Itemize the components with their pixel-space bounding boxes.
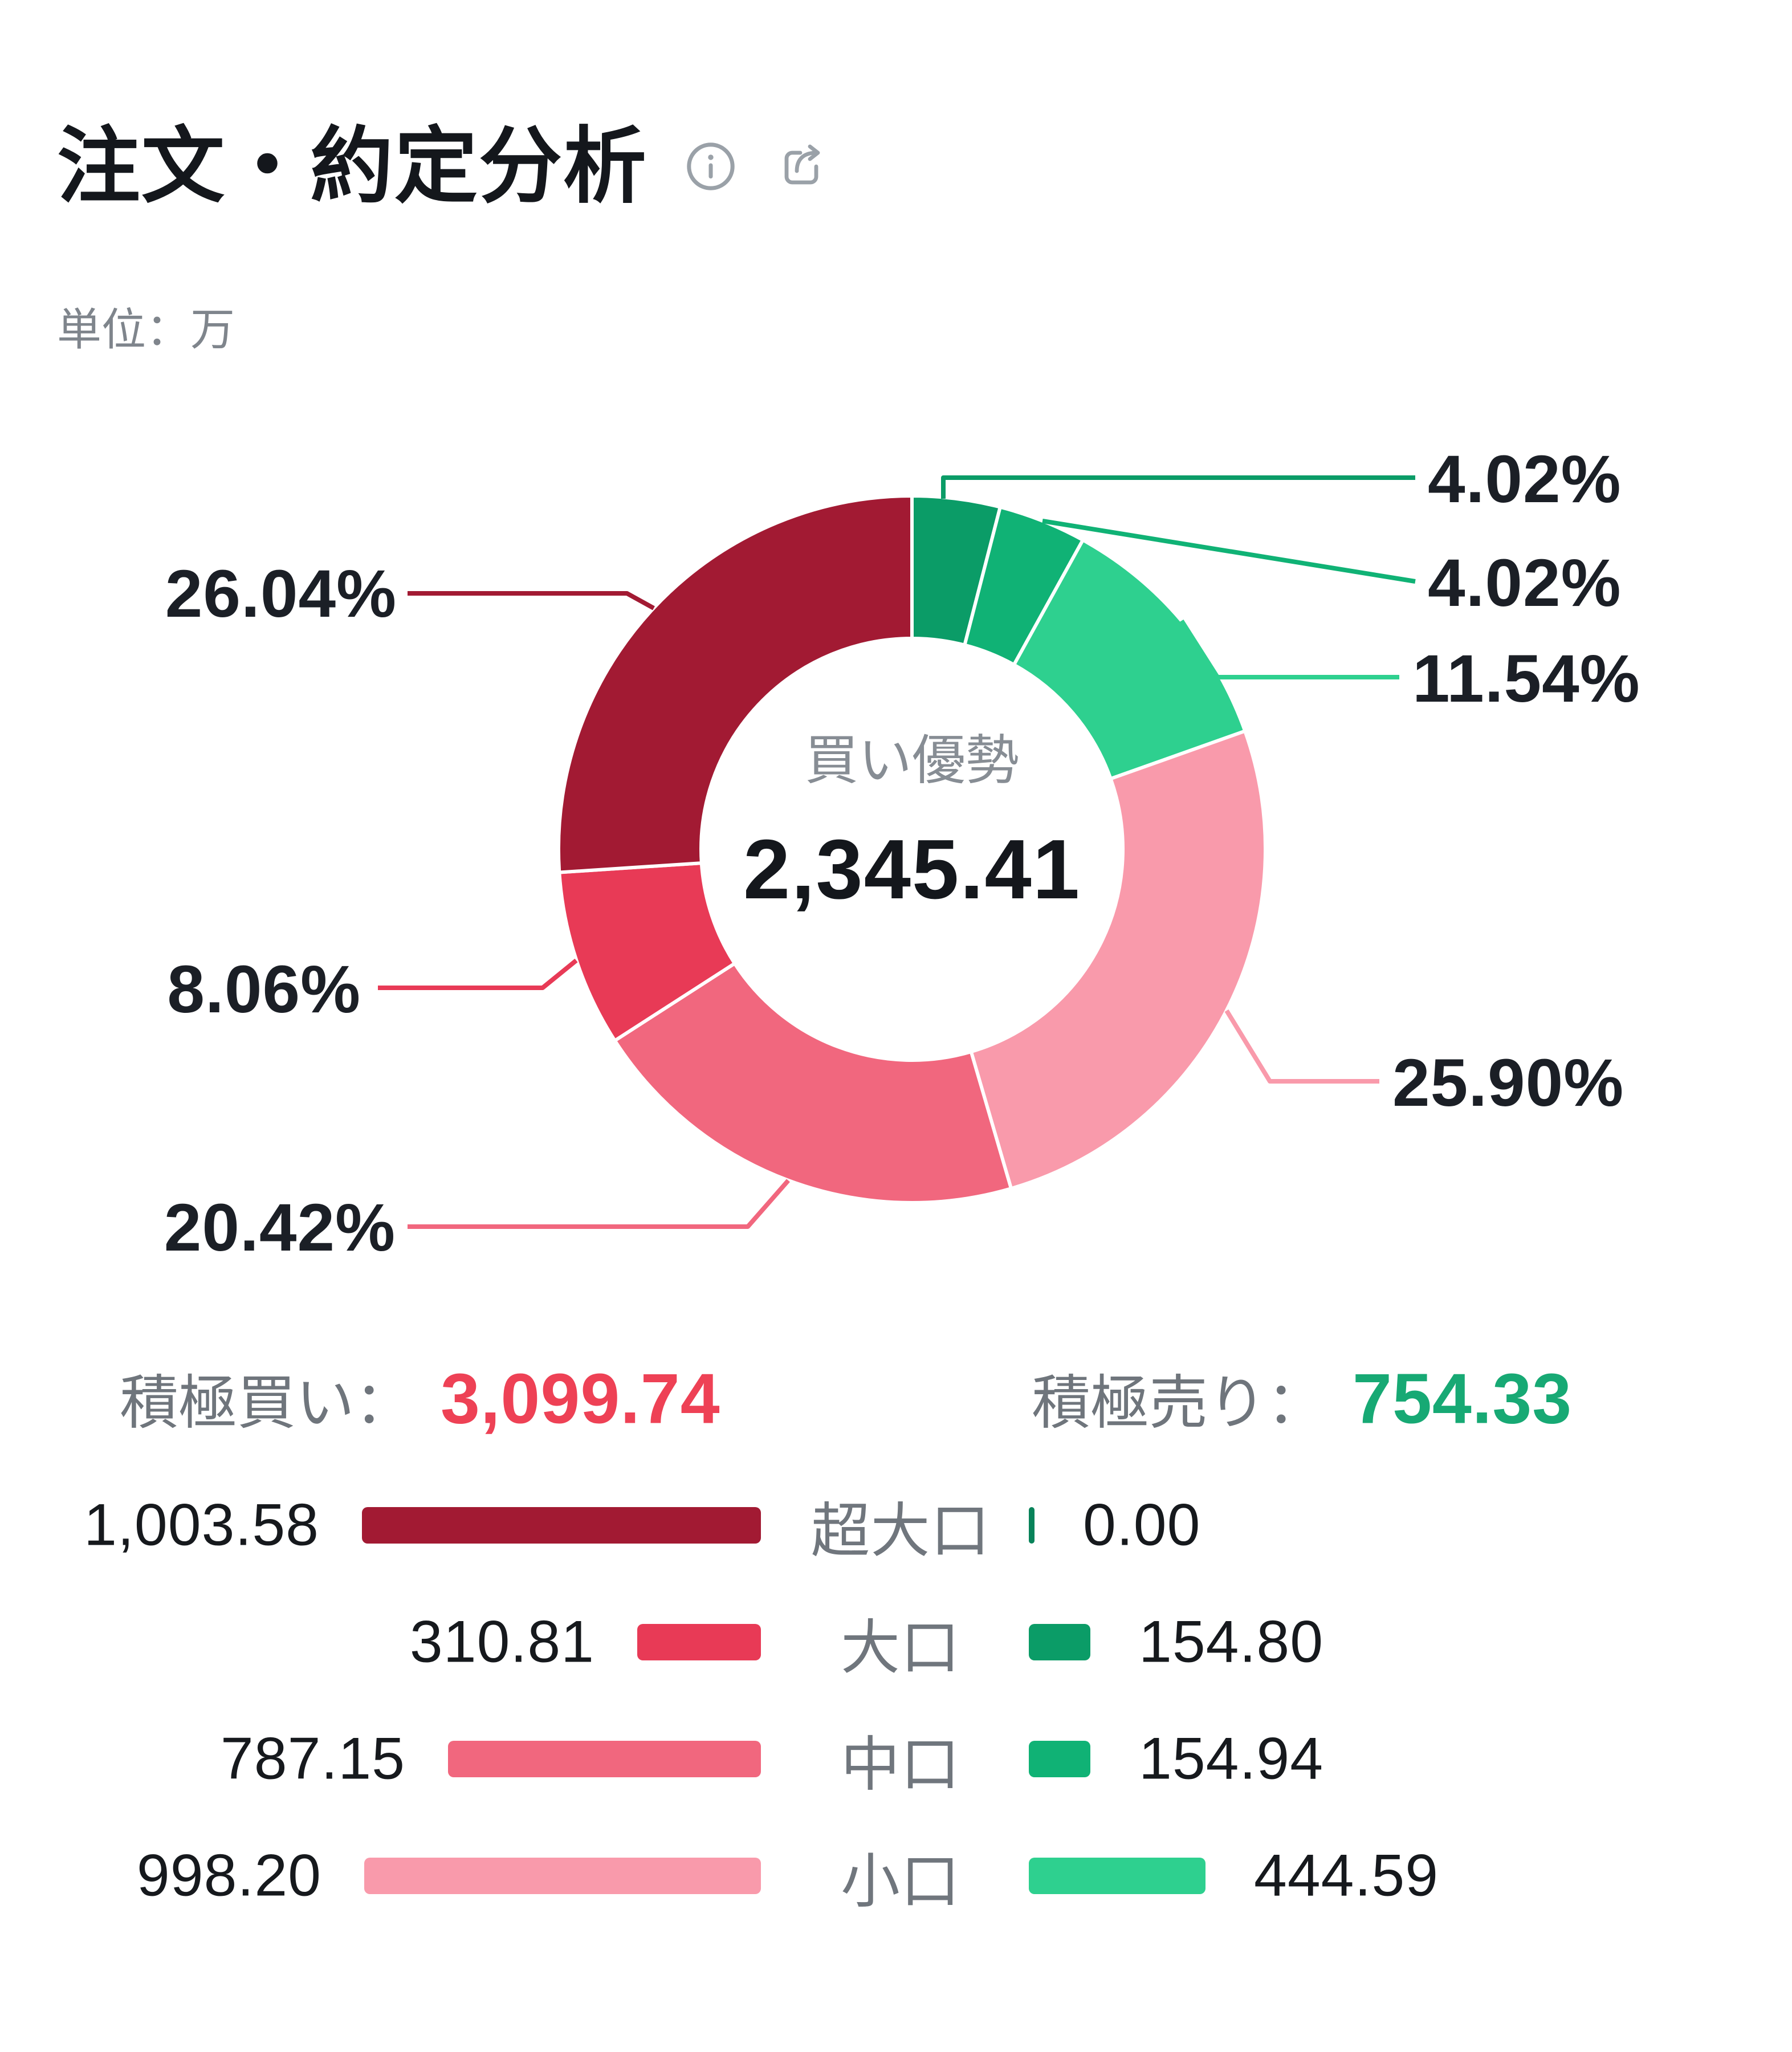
percent-label: 11.54% — [1412, 641, 1640, 716]
percent-label: 25.90% — [1392, 1045, 1624, 1121]
active-buy-label: 積極買い： — [120, 1370, 413, 1436]
legend-buy-bar — [362, 1507, 761, 1544]
percent-label: 4.02% — [1428, 442, 1622, 517]
legend-category-label: 超大口 — [811, 1498, 991, 1564]
legend-sell-value: 444.59 — [1254, 1842, 1439, 1908]
legend-sell-bar — [1029, 1623, 1090, 1660]
donut-segment-buy-小口[interactable] — [969, 729, 1267, 1191]
leader-line — [408, 1179, 791, 1229]
donut-segment-sell-小口[interactable] — [1012, 538, 1247, 781]
center-status-label: 買い優勢 — [804, 730, 1020, 790]
legend-buy-value: 310.81 — [409, 1609, 594, 1675]
legend-category-label: 小口 — [840, 1849, 960, 1915]
legend-sell-bar — [1029, 1740, 1090, 1777]
legend-sell-value: 154.94 — [1139, 1725, 1324, 1792]
unit-label: 単位：万 — [57, 304, 235, 355]
percent-label: 8.06% — [167, 952, 361, 1027]
percent-label: 26.04% — [165, 556, 397, 632]
active-buy-stat: 積極買い： 3,099.74 — [120, 1355, 720, 1440]
legend-buy-value: 787.15 — [220, 1725, 405, 1792]
legend-sell-value: 0.00 — [1083, 1492, 1201, 1558]
leader-line — [408, 591, 655, 610]
legend-buy-bar — [448, 1740, 761, 1777]
legend-buy-value: 1,003.58 — [84, 1492, 319, 1558]
legend-category-label: 中口 — [840, 1732, 960, 1798]
legend-sell-bar — [1029, 1507, 1035, 1544]
leader-line — [1224, 1009, 1379, 1084]
legend-buy-bar — [637, 1623, 761, 1660]
legend-sell-bar — [1029, 1857, 1205, 1894]
leader-line — [378, 958, 578, 990]
legend-buy-value: 998.20 — [136, 1842, 321, 1908]
donut-segment-buy-中口[interactable] — [613, 962, 1013, 1204]
active-sell-label: 積極売り： — [1032, 1370, 1325, 1436]
leader-line — [1042, 519, 1416, 584]
percent-label: 4.02% — [1428, 545, 1622, 621]
donut-segment-buy-超大口[interactable] — [556, 494, 914, 874]
legend-sell-value: 154.80 — [1139, 1609, 1324, 1675]
leader-line — [1179, 619, 1399, 679]
header: 注文・約定分析 — [57, 120, 829, 213]
legend-row: 310.81 大口 154.80 — [0, 1583, 1792, 1700]
percent-label: 20.42% — [164, 1190, 396, 1265]
center-net-value: 2,345.41 — [743, 823, 1081, 917]
page-title: 注文・約定分析 — [57, 120, 647, 213]
info-icon[interactable] — [684, 140, 738, 193]
legend-row: 1,003.58 超大口 0.00 — [0, 1467, 1792, 1583]
active-sell-value: 754.33 — [1353, 1359, 1573, 1439]
active-sell-stat: 積極売り： 754.33 — [1032, 1355, 1572, 1440]
active-buy-value: 3,099.74 — [441, 1359, 720, 1439]
legend-category-label: 大口 — [840, 1615, 960, 1681]
legend-buy-bar — [364, 1857, 761, 1894]
legend-row: 787.15 中口 154.94 — [0, 1700, 1792, 1817]
share-icon[interactable] — [774, 139, 829, 194]
leader-line — [941, 475, 1415, 499]
legend-row: 998.20 小口 444.59 — [0, 1817, 1792, 1934]
